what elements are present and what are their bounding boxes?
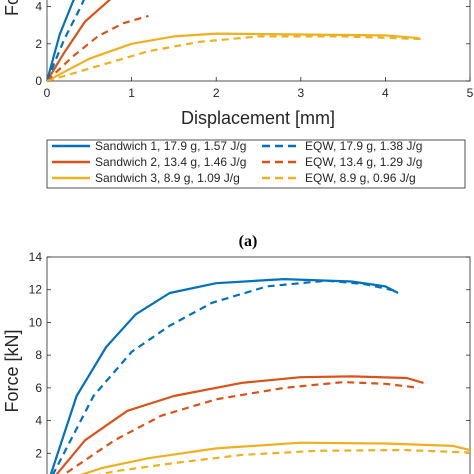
bottom-y-tick-label: 2: [35, 446, 42, 460]
top-series-line-6: [47, 35, 424, 81]
top-y-axis-label: Fo: [2, 0, 22, 16]
top-plot-area: [46, 0, 471, 82]
legend-label: EQW, 17.9 g, 1.38 J/g: [305, 139, 422, 153]
bottom-y-tick-label: 6: [35, 381, 42, 395]
bottom-plot-area: [46, 256, 471, 474]
top-x-tick-label: 0: [44, 86, 51, 100]
bottom-y-tick-label: 10: [29, 315, 43, 329]
top-series-line-2: [47, 0, 112, 81]
top-x-tick-label: 3: [297, 86, 304, 100]
legend-label: Sandwich 2, 13.4 g, 1.46 J/g: [95, 155, 246, 169]
bottom-series-line-5: [80, 441, 470, 474]
legend-entries: Sandwich 1, 17.9 g, 1.57 J/g EQW, 17.9 g,…: [52, 139, 422, 185]
top-y-tick-label: 2: [35, 37, 42, 51]
bottom-ticks: 2 4 6 8 10 12 14: [29, 250, 470, 460]
bottom-series-line-4: [62, 381, 420, 474]
top-x-axis-label: Displacement [mm]: [181, 108, 335, 128]
legend: Sandwich 1, 17.9 g, 1.57 J/g EQW, 17.9 g,…: [46, 139, 466, 189]
top-plot: 0 2 4 0 1 2 3 4 5 Fo Displacement [mm]: [2, 0, 474, 128]
top-y-tick-label: 0: [35, 74, 42, 88]
top-series-line-1: [47, 0, 75, 81]
legend-label: EQW, 13.4 g, 1.29 J/g: [305, 155, 422, 169]
panel-label-a: (a): [239, 233, 258, 250]
bottom-series-line-3: [55, 375, 424, 474]
legend-label: EQW, 8.9 g, 0.96 J/g: [305, 171, 416, 185]
bottom-y-axis-label: Force [kN]: [2, 329, 22, 412]
bottom-series-line-2: [51, 279, 399, 474]
top-series-lines: [47, 0, 424, 81]
bottom-y-tick-label: 14: [29, 250, 43, 264]
legend-box: [46, 139, 466, 189]
bottom-plot: 2 4 6 8 10 12 14 Force [kN]: [2, 250, 471, 474]
top-x-tick-label: 4: [382, 86, 389, 100]
bottom-y-tick-label: 4: [35, 414, 42, 428]
top-y-tick-label: 4: [35, 0, 42, 14]
bottom-y-tick-label: 12: [29, 283, 43, 297]
top-x-tick-label: 5: [467, 86, 474, 100]
top-series-line-3: [47, 32, 420, 81]
top-x-tick-label: 2: [213, 86, 220, 100]
bottom-y-tick-label: 8: [35, 348, 42, 362]
bottom-series-line-6: [97, 448, 470, 474]
top-series-line-4: [47, 0, 86, 81]
legend-label: Sandwich 3, 8.9 g, 1.09 J/g: [95, 171, 240, 185]
legend-label: Sandwich 1, 17.9 g, 1.57 J/g: [95, 139, 246, 153]
top-x-tick-label: 1: [128, 86, 135, 100]
top-ticks: 0 2 4 0 1 2 3 4 5: [35, 0, 473, 100]
bottom-series-lines: [49, 278, 470, 474]
